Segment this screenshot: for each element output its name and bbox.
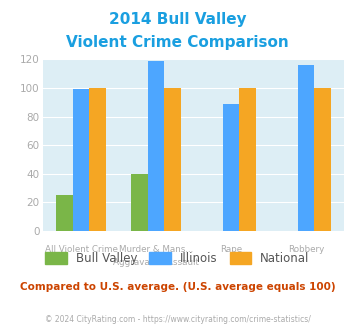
Bar: [239, 88, 256, 231]
Bar: [297, 65, 314, 231]
Legend: Bull Valley, Illinois, National: Bull Valley, Illinois, National: [42, 248, 313, 269]
Text: Robbery: Robbery: [288, 245, 324, 254]
Bar: [131, 174, 148, 231]
Text: All Violent Crime: All Violent Crime: [45, 245, 118, 254]
Text: 2014 Bull Valley: 2014 Bull Valley: [109, 12, 246, 26]
Text: © 2024 CityRating.com - https://www.cityrating.com/crime-statistics/: © 2024 CityRating.com - https://www.city…: [45, 315, 310, 324]
Bar: [148, 61, 164, 231]
Bar: [223, 104, 239, 231]
Text: Aggravated Assault: Aggravated Assault: [113, 258, 199, 267]
Text: Compared to U.S. average. (U.S. average equals 100): Compared to U.S. average. (U.S. average …: [20, 282, 335, 292]
Text: Rape: Rape: [220, 245, 242, 254]
Bar: [89, 88, 106, 231]
Bar: [56, 195, 73, 231]
Bar: [73, 89, 89, 231]
Text: Violent Crime Comparison: Violent Crime Comparison: [66, 35, 289, 50]
Text: Murder & Mans...: Murder & Mans...: [119, 245, 193, 254]
Bar: [164, 88, 181, 231]
Bar: [314, 88, 331, 231]
